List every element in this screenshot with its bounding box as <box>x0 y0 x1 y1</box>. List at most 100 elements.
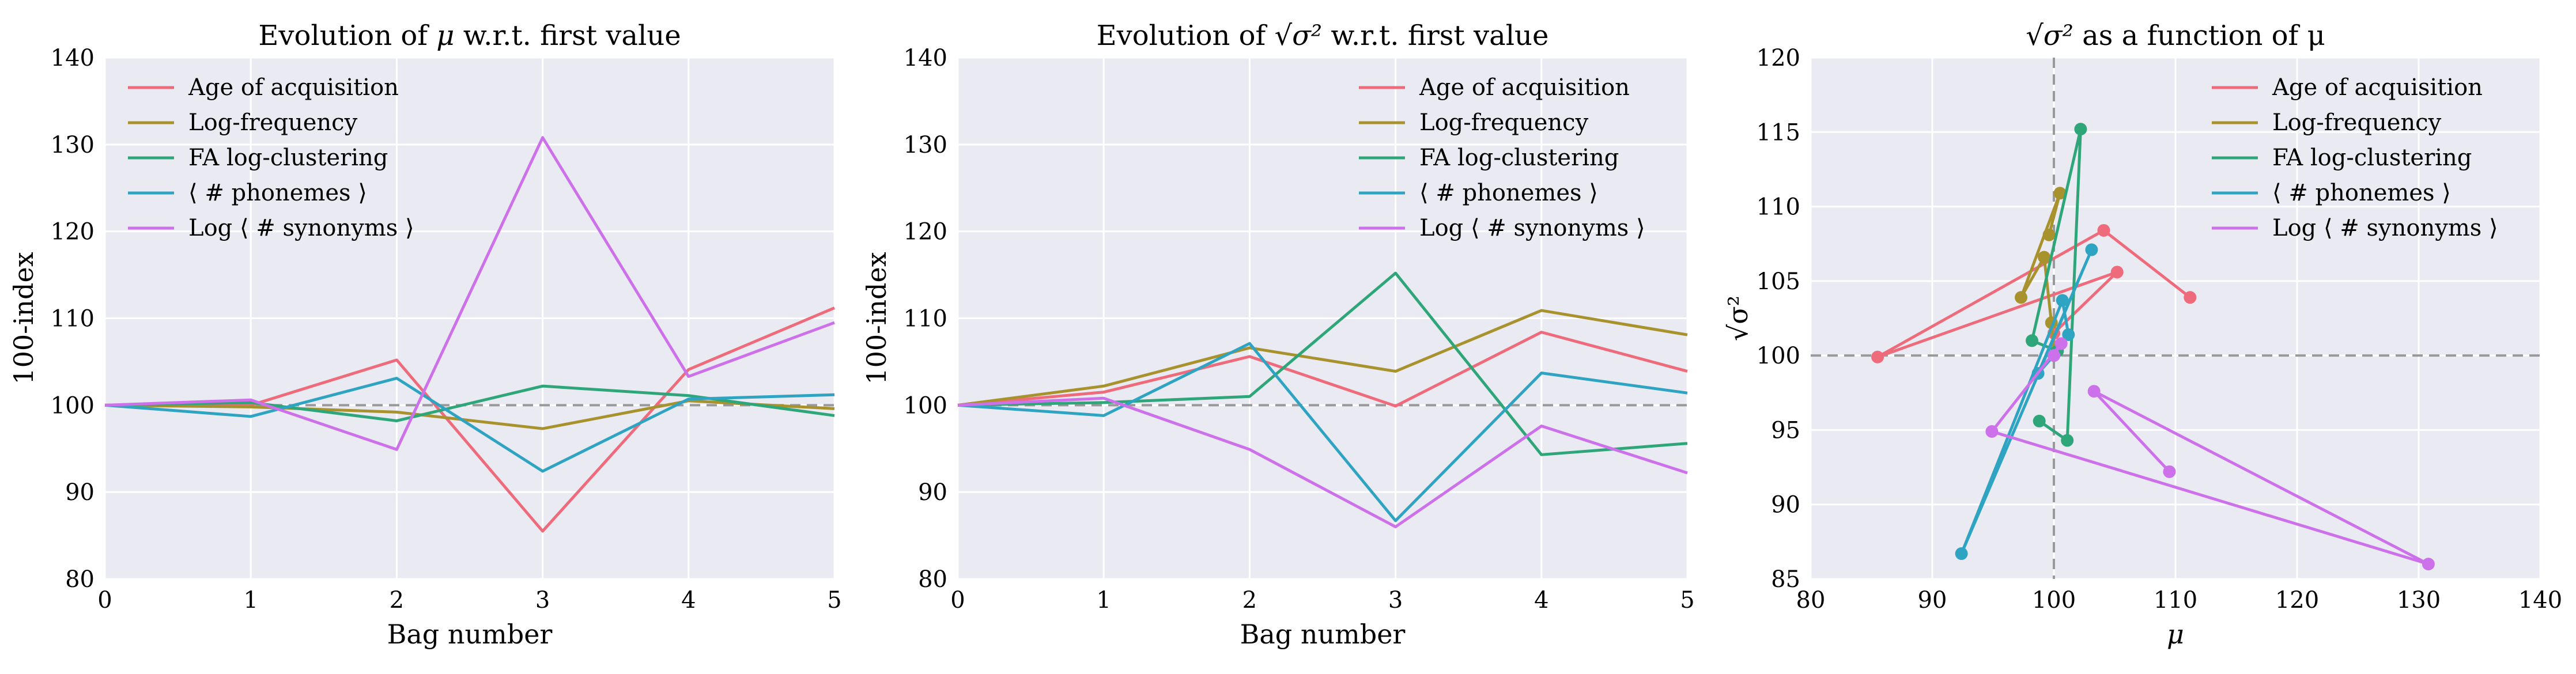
legend-label-1: Age of acquisition <box>188 74 399 101</box>
title-symbol: μ <box>436 20 454 52</box>
title-symbol: √σ² <box>1275 20 1323 52</box>
series-point-2 <box>2015 291 2028 304</box>
x-tick-label: 120 <box>2275 587 2319 614</box>
series-point-2 <box>2053 187 2067 200</box>
y-axis-label: 100-index <box>8 252 39 384</box>
x-tick-label: 1 <box>243 587 258 614</box>
chart-title: Evolution of √σ² w.r.t. first value <box>1097 20 1549 52</box>
series-point-3 <box>2061 434 2074 447</box>
legend-label-4: ⟨ # phonemes ⟩ <box>188 180 367 206</box>
x-tick-label: 0 <box>97 587 112 614</box>
y-tick-label: 90 <box>65 479 95 506</box>
series-line-2 <box>957 309 1688 407</box>
y-tick-label: 85 <box>1771 566 1800 593</box>
y-tick-label: 120 <box>51 219 95 245</box>
x-tick-label: 3 <box>535 587 550 614</box>
series-line-2 <box>104 399 835 430</box>
series-line-5 <box>957 396 1688 528</box>
y-tick-label: 100 <box>904 392 947 419</box>
panel-1: 0 1 2 3 4 5 80 90 100 110 120 130 140 Evolution of μ … <box>8 20 842 650</box>
y-tick-label: 115 <box>1757 119 1800 146</box>
y-tick-label: 95 <box>1771 417 1800 444</box>
x-tick-label: 80 <box>1796 587 1826 614</box>
series-point-5 <box>2048 349 2060 362</box>
y-tick-label: 90 <box>918 479 947 506</box>
y-tick-label: 110 <box>1757 194 1800 221</box>
chart-title: Evolution of μ w.r.t. first value <box>258 20 681 52</box>
y-tick-label: 80 <box>918 566 947 593</box>
legend-label-5: Log ⟨ # synonyms ⟩ <box>2272 215 2498 241</box>
y-axis-label: 100-index <box>861 252 892 384</box>
series-point-4 <box>1955 547 1968 561</box>
legend-label-3: FA log-clustering <box>1419 145 1619 171</box>
legend-label-4: ⟨ # phonemes ⟩ <box>1419 180 1598 206</box>
x-tick-label: 140 <box>2518 587 2562 614</box>
x-tick-label: 90 <box>1918 587 1947 614</box>
panel-2: 0 1 2 3 4 5 80 90 100 110 120 130 140 Evolution of √σ… <box>861 20 1695 650</box>
legend-label-5: Log ⟨ # synonyms ⟩ <box>1419 215 1645 241</box>
title-suffix: w.r.t. first value <box>454 20 681 52</box>
legend-label-4: ⟨ # phonemes ⟩ <box>2272 180 2451 206</box>
series-point-4 <box>2085 243 2098 256</box>
legend-label-2: Log-frequency <box>1419 109 1589 136</box>
y-tick-label: 130 <box>51 132 95 158</box>
x-tick-label: 4 <box>1534 587 1548 614</box>
chart-title: √σ² as a function of μ <box>2026 20 2325 52</box>
series-point-1 <box>1871 350 1884 363</box>
y-tick-label: 100 <box>51 392 95 419</box>
legend-label-5: Log ⟨ # synonyms ⟩ <box>188 215 414 241</box>
x-tick-label: 4 <box>681 587 696 614</box>
x-tick-label: 1 <box>1096 587 1111 614</box>
series-point-5 <box>2087 385 2101 398</box>
x-tick-label: 5 <box>1680 587 1694 614</box>
legend-label-3: FA log-clustering <box>188 145 388 171</box>
series-point-5 <box>1985 425 1999 438</box>
series-line-4 <box>104 377 835 473</box>
legend-label-3: FA log-clustering <box>2272 145 2472 171</box>
y-tick-label: 110 <box>51 306 95 332</box>
y-tick-label: 105 <box>1757 268 1800 295</box>
legend-label-2: Log-frequency <box>2272 109 2442 136</box>
series-line-1 <box>957 331 1688 408</box>
x-tick-label: 2 <box>1242 587 1257 614</box>
series-point-2 <box>2038 251 2051 264</box>
x-tick-label: 5 <box>827 587 841 614</box>
y-tick-label: 110 <box>904 306 947 332</box>
series-line-5 <box>104 136 835 451</box>
series-point-5 <box>2054 337 2068 350</box>
series-line-3 <box>957 271 1688 456</box>
x-tick-label: 0 <box>950 587 965 614</box>
legend-label-1: Age of acquisition <box>2272 74 2483 101</box>
x-axis-label: Bag number <box>387 619 553 650</box>
title-prefix: Evolution of <box>258 20 436 52</box>
title-suffix: w.r.t. first value <box>1322 20 1548 52</box>
y-tick-label: 100 <box>1757 343 1800 369</box>
y-tick-label: 120 <box>1757 45 1800 71</box>
series-line-4 <box>957 342 1688 522</box>
series-point-1 <box>2110 266 2124 279</box>
series-point-5 <box>2422 558 2435 571</box>
series-point-4 <box>2062 328 2075 341</box>
x-tick-label: 100 <box>2032 587 2076 614</box>
x-axis-label: μ <box>2167 619 2184 650</box>
x-tick-label: 2 <box>390 587 404 614</box>
x-axis-label: Bag number <box>1240 619 1406 650</box>
x-tick-label: 130 <box>2397 587 2441 614</box>
title-suffix: as a function of μ <box>2073 20 2325 52</box>
legend-label-1: Age of acquisition <box>1419 74 1630 101</box>
y-tick-label: 90 <box>1771 492 1800 518</box>
x-tick-label: 3 <box>1388 587 1403 614</box>
y-tick-label: 130 <box>904 132 947 158</box>
panel-3: 80 90 100 110 120 130 140 85 90 95 100 105 110 115 120… <box>1723 20 2562 650</box>
y-tick-label: 140 <box>904 45 947 71</box>
series-point-1 <box>2097 224 2110 237</box>
title-symbol: √σ² <box>2026 20 2073 52</box>
series-point-3 <box>2074 123 2087 136</box>
series-point-4 <box>2056 294 2069 307</box>
y-tick-label: 120 <box>904 219 947 245</box>
series-point-3 <box>2033 414 2046 427</box>
series-point-1 <box>2184 291 2197 304</box>
y-tick-label: 80 <box>65 566 95 593</box>
y-axis-label: √σ² <box>1723 296 1754 341</box>
